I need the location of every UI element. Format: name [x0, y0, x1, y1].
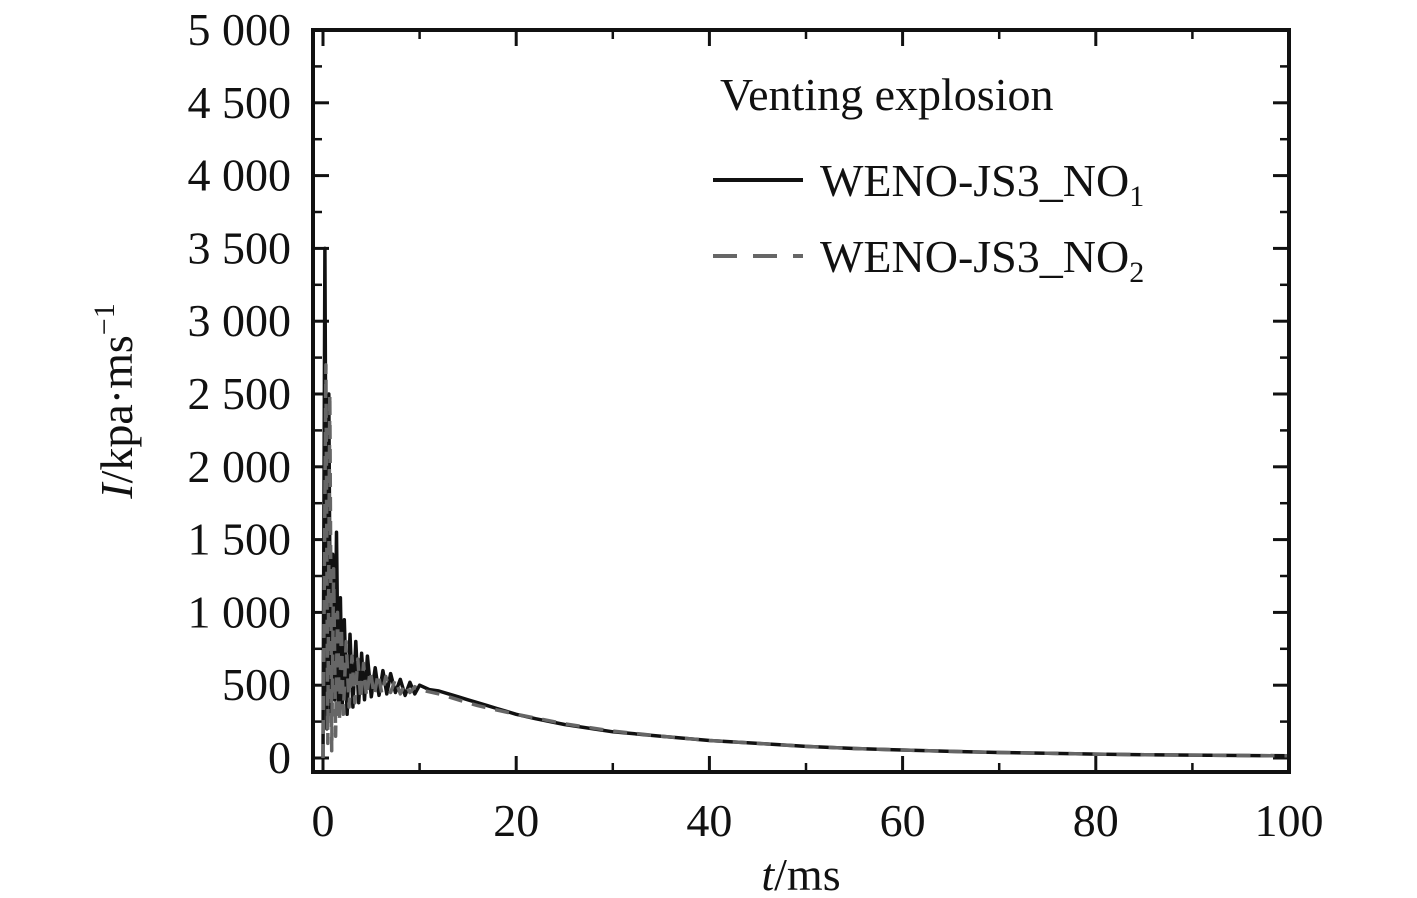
- y-tick-label: 3 500: [188, 222, 292, 273]
- x-tick-label: 60: [880, 795, 926, 846]
- x-tick-label: 0: [312, 795, 335, 846]
- y-tick-label: 1 000: [188, 586, 292, 637]
- series-1-line: [321, 246, 1290, 759]
- x-tick-label: 100: [1255, 795, 1324, 846]
- plot-frame: [311, 28, 1291, 774]
- x-tick-label: 40: [686, 795, 732, 846]
- axis-ticks: [313, 28, 1291, 772]
- y-tick-label: 1 500: [188, 514, 292, 565]
- y-tick-label: 3 000: [188, 295, 292, 346]
- y-axis-label: I/kpa·ms−1: [88, 303, 142, 499]
- legend-label-series-1-subscript: 1: [1129, 180, 1144, 213]
- y-tick-label: 4 000: [188, 150, 292, 201]
- x-tick-label: 20: [493, 795, 539, 846]
- x-tick-label: 80: [1073, 795, 1119, 846]
- x-axis-variable: t: [761, 849, 775, 898]
- tick-labels: 0 500 1 000 1 500 2 000 2 500 3 000 3 500 4 000 4…: [188, 4, 1324, 846]
- series-2-line: [321, 363, 1290, 759]
- y-tick-label: 2 000: [188, 441, 292, 492]
- x-axis-unit: /ms: [774, 849, 840, 898]
- y-axis-unit-exponent: −1: [88, 303, 121, 335]
- y-axis-variable: I: [91, 481, 142, 500]
- legend-label-series-2-subscript: 2: [1129, 256, 1144, 289]
- legend-label-series-1-name: WENO-JS3_NO: [820, 155, 1129, 206]
- x-axis-label: t/ms: [761, 849, 840, 898]
- y-tick-label: 500: [222, 659, 291, 710]
- legend-label-series-1: WENO-JS3_NO1: [820, 155, 1144, 213]
- legend-title: Venting explosion: [720, 69, 1053, 120]
- y-tick-label: 4 500: [188, 77, 292, 128]
- series-layer: [321, 246, 1290, 759]
- legend-label-series-2-name: WENO-JS3_NO: [820, 231, 1129, 282]
- y-tick-label: 5 000: [188, 4, 292, 55]
- legend: Venting explosion WENO-JS3_NO1 WENO-JS3_…: [713, 69, 1144, 289]
- legend-label-series-2: WENO-JS3_NO2: [820, 231, 1144, 289]
- y-axis-unit: /kpa·ms: [91, 335, 142, 483]
- y-tick-label: 2 500: [188, 368, 292, 419]
- y-tick-label: 0: [268, 732, 291, 783]
